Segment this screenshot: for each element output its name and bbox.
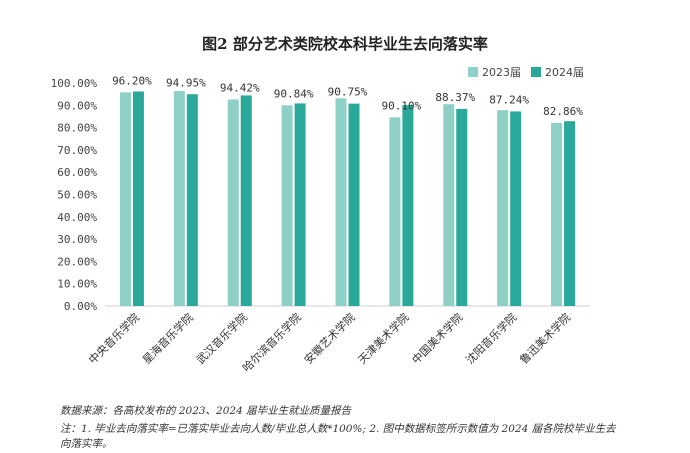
y-tick-label: 70.00% xyxy=(57,144,97,157)
bar-2024 xyxy=(294,103,306,306)
data-label: 82.86% xyxy=(543,105,583,118)
category-label: 中国美术学院 xyxy=(409,310,466,367)
bar-2023 xyxy=(119,92,131,306)
data-source: 数据来源：各高校发布的 2023、2024 届毕业生就业质量报告 xyxy=(60,405,352,417)
legend-item-2023: 2023届 xyxy=(468,64,521,80)
y-tick-label: 80.00% xyxy=(57,122,97,135)
bar-2024 xyxy=(510,111,522,306)
data-label: 90.84% xyxy=(274,87,314,100)
bar-2024 xyxy=(240,95,252,307)
category-label: 武汉音乐学院 xyxy=(193,310,250,367)
category-label: 安徽艺术学院 xyxy=(301,310,358,367)
data-label: 88.37% xyxy=(435,91,475,104)
bar-2024 xyxy=(348,103,360,306)
bar-2024 xyxy=(186,94,198,306)
data-label: 87.24% xyxy=(489,93,529,106)
bar-2023 xyxy=(551,122,563,307)
bar-2024 xyxy=(132,91,144,306)
y-tick-label: 100.00% xyxy=(51,77,98,90)
category-label: 中央音乐学院 xyxy=(85,310,142,367)
bar-2023 xyxy=(335,98,347,307)
y-tick-label: 40.00% xyxy=(57,211,97,224)
category-label: 沈阳音乐学院 xyxy=(463,310,520,367)
y-tick-label: 20.00% xyxy=(57,255,97,268)
bar-2023 xyxy=(497,110,509,307)
category-label: 鲁迅美术学院 xyxy=(517,310,574,367)
y-tick-label: 30.00% xyxy=(57,233,97,246)
data-label: 90.75% xyxy=(328,86,368,99)
legend-label-2023: 2023届 xyxy=(482,66,521,79)
legend-swatch-2024 xyxy=(531,67,541,77)
bar-2023 xyxy=(227,99,239,306)
category-label: 星海音乐学院 xyxy=(139,310,196,367)
data-label: 96.20% xyxy=(112,74,152,87)
y-tick-label: 50.00% xyxy=(57,189,97,202)
data-label: 94.95% xyxy=(166,76,206,89)
bar-2023 xyxy=(443,104,455,306)
bar-2023 xyxy=(173,91,185,306)
y-tick-label: 0.00% xyxy=(64,300,97,313)
y-tick-label: 90.00% xyxy=(57,99,97,112)
bar-2024 xyxy=(564,121,576,306)
legend-item-2024: 2024届 xyxy=(531,64,584,80)
legend: 2023届 2024届 xyxy=(468,64,584,80)
legend-label-2024: 2024届 xyxy=(545,66,584,79)
bar-2024 xyxy=(402,105,414,307)
category-label: 天津美术学院 xyxy=(355,310,412,367)
y-tick-label: 60.00% xyxy=(57,166,97,179)
data-label: 94.42% xyxy=(220,82,260,95)
bar-2023 xyxy=(389,117,401,306)
chart-title: 图2 部分艺术类院校本科毕业生去向落实率 xyxy=(202,35,488,53)
footnote: 注：1. 毕业去向落实率=已落实毕业去向人数/毕业总人数*100%; 2. 图中… xyxy=(60,423,616,450)
bar-2024 xyxy=(456,108,468,306)
legend-swatch-2023 xyxy=(468,67,478,77)
bar-2023 xyxy=(281,105,293,306)
y-tick-label: 10.00% xyxy=(57,278,97,291)
data-label: 90.10% xyxy=(382,99,422,112)
